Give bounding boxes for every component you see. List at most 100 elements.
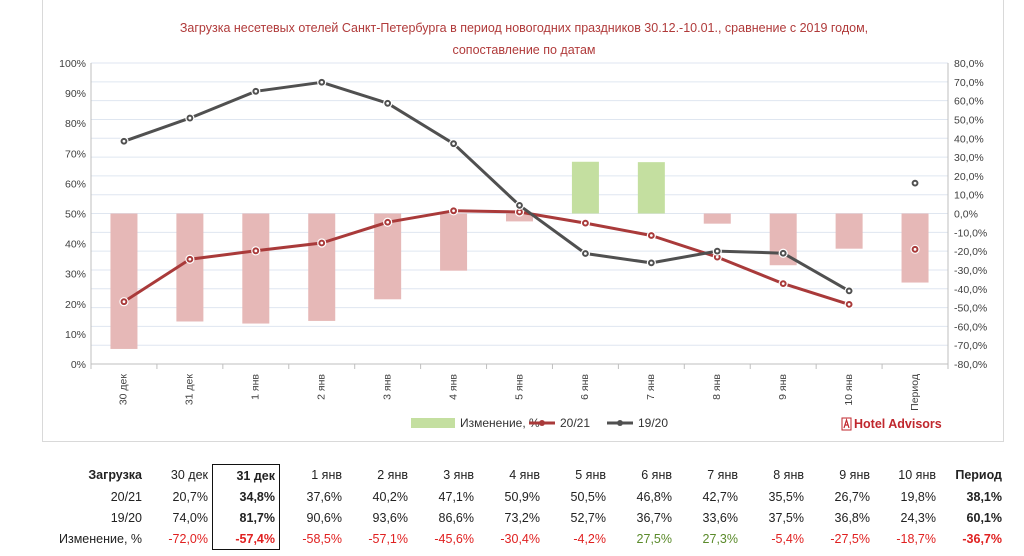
legend: Изменение, % 20/21 19/20: [411, 416, 668, 430]
point-center: [320, 80, 324, 84]
y-right-tick-label: 50,0%: [954, 114, 984, 126]
row-label: Загрузка: [88, 468, 142, 483]
table-cell: 38,1%: [966, 489, 1002, 504]
point-center: [122, 300, 126, 304]
y-right-tick-label: 70,0%: [954, 77, 984, 89]
table-cell: 86,6%: [438, 510, 474, 525]
table-cell: 4 янв: [509, 468, 540, 483]
table-row: Загрузка 30 дек 31 дек 1 янв 2 янв 3 янв 4 янв…: [42, 464, 1006, 486]
combo-chart: Загрузка несетевых отелей Санкт-Петербур…: [59, 21, 987, 431]
x-tick-label: 10 янв: [843, 374, 855, 406]
x-tick-label: 8 янв: [711, 374, 723, 400]
table-cell: 74,0%: [172, 510, 208, 525]
point-center: [320, 241, 324, 245]
x-tick-label: 3 янв: [381, 374, 393, 400]
table-cell: 8 янв: [773, 468, 804, 483]
row-label: Изменение, %: [58, 531, 142, 546]
y-left-tick-label: 40%: [65, 239, 86, 251]
x-tick-label: 2 янв: [316, 374, 328, 400]
y-left-tick-label: 20%: [65, 299, 86, 311]
y-left-tick-label: 100%: [59, 58, 86, 70]
y-right-tick-label: -20,0%: [954, 246, 987, 258]
y-right-tick-label: 30,0%: [954, 152, 984, 164]
bar-change: [374, 213, 402, 300]
y-right-tick-label: 0,0%: [954, 209, 978, 221]
table-cell: 90,6%: [306, 510, 342, 525]
table-cell: 93,6%: [372, 510, 408, 525]
y-right-tick-label: -70,0%: [954, 340, 987, 352]
y-right-tick-label: -30,0%: [954, 265, 987, 277]
series-lines: [119, 77, 920, 310]
table-cell: -72,0%: [168, 531, 208, 546]
table-cell: 24,3%: [900, 510, 936, 525]
table-cell: 46,8%: [636, 489, 672, 504]
point-center: [188, 257, 192, 261]
y-left-tick-label: 10%: [65, 329, 86, 341]
y-left-tick-label: 80%: [65, 118, 86, 130]
point-center: [913, 247, 917, 251]
table-cell: -4,2%: [573, 531, 606, 546]
table-cell: 19,8%: [900, 489, 936, 504]
y-right-tick-label: -60,0%: [954, 321, 987, 333]
x-axis-labels: 30 дек 31 дек 1 янв 2 янв 3 янв 4 янв 5 янв 6 я…: [118, 374, 921, 411]
point-center: [518, 203, 521, 207]
table-cell: 27,3%: [702, 531, 738, 546]
legend-label-2021: 20/21: [560, 416, 590, 430]
table-cell: 5 янв: [575, 468, 606, 483]
table-cell: 3 янв: [443, 468, 474, 483]
table-cell: 40,2%: [372, 489, 408, 504]
point-center: [386, 220, 390, 224]
point-center: [715, 255, 719, 259]
table-cell: 30 дек: [170, 468, 208, 483]
row-label: 20/21: [110, 489, 142, 504]
table-cell: 1 янв: [311, 468, 342, 483]
table-row: Изменение, % -72,0% -57,4% -58,5% -57,1% -45,…: [42, 528, 1006, 550]
table-cell: -57,4%: [212, 528, 280, 550]
chart-title: Загрузка несетевых отелей Санкт-Петербур…: [180, 21, 868, 35]
table-cell: 2 янв: [377, 468, 408, 483]
table-cell: 31 дек: [212, 464, 280, 486]
y-right-tick-label: 80,0%: [954, 58, 984, 70]
point-center: [254, 89, 258, 93]
table-cell: -27,5%: [830, 531, 870, 546]
series-line-19-20: [123, 80, 850, 293]
table-cell: 7 янв: [707, 468, 738, 483]
table-cell: 36,7%: [636, 510, 672, 525]
x-tick-label: 1 янв: [250, 374, 262, 400]
y-axis-left: 0% 10% 20% 30% 40% 50% 60% 70% 80% 90% 100%: [59, 58, 86, 371]
point-center: [913, 181, 917, 185]
point-center: [649, 234, 653, 237]
y-left-tick-label: 90%: [65, 88, 86, 100]
y-right-tick-label: 10,0%: [954, 190, 984, 202]
legend-label-change: Изменение, %: [460, 416, 540, 430]
table-cell: 60,1%: [966, 510, 1002, 525]
bar-change: [308, 213, 336, 321]
table-cell: 10 янв: [898, 468, 936, 483]
point-center: [781, 282, 785, 286]
y-right-tick-label: -40,0%: [954, 284, 987, 296]
legend-label-1920: 19/20: [638, 416, 668, 430]
table-row: 19/20 74,0% 81,7% 90,6% 93,6% 86,6% 73,2% 52,7%…: [42, 507, 1006, 528]
point-center: [518, 210, 521, 214]
point-center: [452, 209, 455, 213]
y-left-tick-label: 70%: [65, 148, 86, 160]
x-tick-label: 7 янв: [645, 374, 657, 400]
x-tick-label: 6 янв: [579, 374, 591, 400]
bar-change: [637, 162, 665, 214]
x-tick-label: 31 дек: [184, 374, 196, 406]
table-cell: -36,7%: [962, 531, 1002, 546]
y-left-tick-label: 30%: [65, 269, 86, 281]
brand-logo: Hotel Advisors: [841, 417, 942, 431]
y-right-tick-label: -10,0%: [954, 227, 987, 239]
table-row: 20/21 20,7% 34,8% 37,6% 40,2% 47,1% 50,9% 50,5%…: [42, 486, 1006, 507]
x-tick-label: Период: [909, 374, 921, 411]
table-cell: 6 янв: [641, 468, 672, 483]
y-axis-right: -80,0% -70,0% -60,0% -50,0% -40,0% -30,0% -20,…: [954, 58, 987, 371]
chart-panel: Загрузка несетевых отелей Санкт-Петербур…: [42, 0, 1004, 442]
bar-change: [176, 213, 204, 322]
table-cell: 73,2%: [504, 510, 540, 525]
table-cell: 37,6%: [306, 489, 342, 504]
bar-change: [440, 213, 468, 271]
table-cell: 37,5%: [768, 510, 804, 525]
table-cell: 20,7%: [172, 489, 208, 504]
